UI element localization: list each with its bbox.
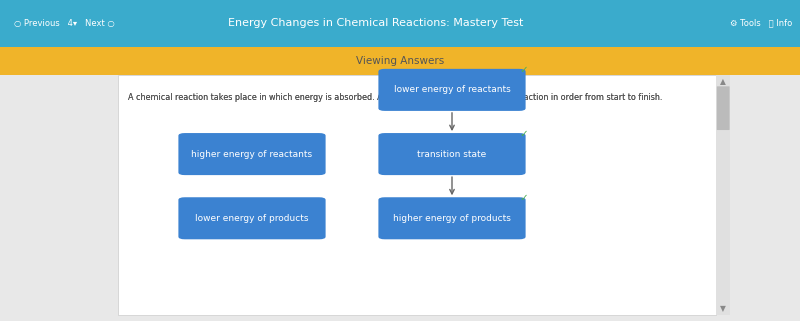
Text: ▲: ▲: [720, 77, 726, 86]
FancyBboxPatch shape: [378, 69, 526, 111]
FancyBboxPatch shape: [118, 75, 716, 315]
Text: A chemical reaction takes place in which energy is absorbed. Arrange the charact: A chemical reaction takes place in which…: [128, 93, 662, 102]
Text: lower energy of products: lower energy of products: [195, 214, 309, 223]
FancyBboxPatch shape: [178, 133, 326, 175]
FancyBboxPatch shape: [0, 0, 800, 47]
Text: ✓: ✓: [520, 65, 528, 75]
Text: transition state: transition state: [418, 150, 486, 159]
Text: higher energy of products: higher energy of products: [393, 214, 511, 223]
FancyBboxPatch shape: [378, 133, 526, 175]
Text: Viewing Answers: Viewing Answers: [356, 56, 444, 66]
Text: Energy Changes in Chemical Reactions: Mastery Test: Energy Changes in Chemical Reactions: Ma…: [228, 18, 524, 28]
FancyBboxPatch shape: [178, 197, 326, 239]
FancyBboxPatch shape: [0, 47, 800, 75]
Text: higher energy of reactants: higher energy of reactants: [191, 150, 313, 159]
Text: ▼: ▼: [720, 304, 726, 313]
FancyBboxPatch shape: [717, 86, 730, 130]
FancyBboxPatch shape: [378, 197, 526, 239]
Text: ✓: ✓: [520, 193, 528, 203]
Text: ✓: ✓: [520, 129, 528, 139]
Text: lower energy of reactants: lower energy of reactants: [394, 85, 510, 94]
Text: ⚙ Tools   ⓘ Info: ⚙ Tools ⓘ Info: [730, 19, 792, 28]
FancyBboxPatch shape: [716, 75, 730, 315]
Text: A chemical reaction takes place in which energy is absorbed. Arrange the charact: A chemical reaction takes place in which…: [128, 93, 662, 102]
Text: ○ Previous   4▾   Next ○: ○ Previous 4▾ Next ○: [14, 19, 115, 28]
